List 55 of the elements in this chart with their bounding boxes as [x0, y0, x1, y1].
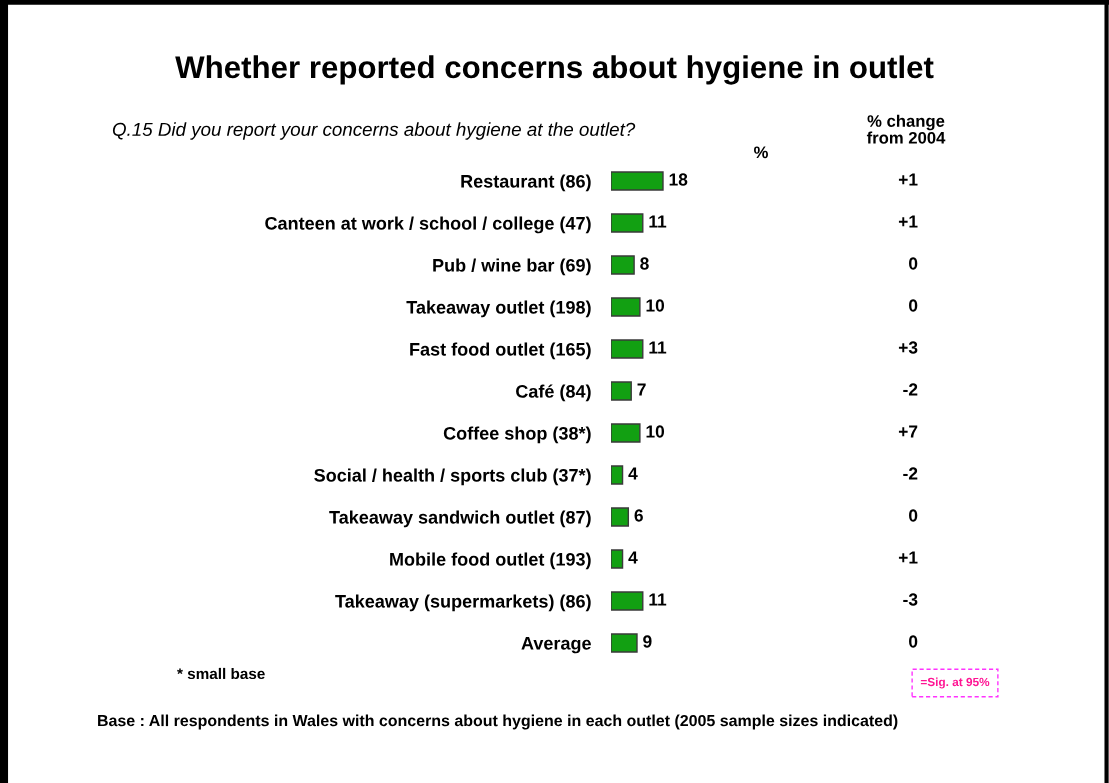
data-label: 18	[669, 173, 688, 186]
y-tick-label: Social / health / sports club (37*)	[314, 468, 591, 486]
y-tick-label: Mobile food outlet (193)	[390, 552, 591, 570]
data-label: +1	[898, 551, 918, 564]
data-label: 8	[640, 257, 649, 270]
data-label: 4	[628, 551, 638, 564]
y-tick-label: Coffee shop (38*)	[443, 426, 591, 444]
y-tick-label: Pub / wine bar (69)	[433, 258, 591, 276]
y-tick-label: Fast food outlet (165)	[410, 342, 591, 360]
data-label: -2	[903, 467, 918, 480]
data-label: 0	[909, 257, 918, 270]
data-label: +1	[898, 215, 918, 228]
x-axis-title: %	[754, 146, 768, 159]
data-label: 0	[909, 509, 918, 522]
data-label: 10	[646, 299, 665, 312]
y-tick-label: Restaurant (86)	[461, 174, 591, 192]
text: =Sig. at 95%	[920, 677, 990, 689]
data-label: 4	[628, 467, 638, 480]
chart-title: Whether reported concerns about hygiene in outlet	[175, 55, 934, 85]
y-tick-label: Average	[521, 637, 591, 654]
bar	[611, 507, 630, 527]
y-tick-label: Takeaway sandwich outlet (87)	[329, 510, 591, 528]
y-tick-label: Canteen at work / school / college (47)	[265, 216, 591, 234]
bar	[611, 297, 641, 317]
data-label: -3	[903, 593, 918, 606]
data-label: 7	[637, 383, 646, 396]
bar	[611, 465, 624, 485]
data-label: 9	[643, 635, 652, 648]
bar	[611, 213, 644, 233]
y-tick-label: Takeaway (supermarkets) (86)	[335, 594, 591, 612]
data-label: +1	[898, 173, 918, 186]
bar	[611, 171, 664, 191]
data-label: +7	[898, 425, 918, 438]
text: % change from 2004	[866, 114, 946, 144]
data-label: 11	[649, 341, 667, 354]
bar	[611, 549, 624, 569]
data-label: -2	[903, 383, 918, 396]
bar	[611, 339, 644, 359]
data-label: +3	[898, 341, 918, 354]
data-label: 11	[649, 593, 667, 606]
data-label: 0	[909, 635, 918, 648]
text: Base : All respondents in Wales with concerns about hygiene in each outlet (2005 sample sizes indicated)	[98, 714, 898, 730]
text: * small base	[177, 667, 265, 680]
data-label: 10	[646, 425, 665, 438]
data-label: 0	[909, 299, 918, 312]
bar	[611, 633, 638, 653]
y-tick-label: Café (84)	[516, 384, 591, 402]
bar	[611, 423, 641, 443]
data-label: 6	[634, 509, 643, 522]
bar	[611, 381, 632, 401]
data-label: 11	[649, 215, 667, 228]
text: Q.15 Did you report your concerns about hygiene at the outlet?	[112, 122, 636, 140]
y-tick-label: Takeaway outlet (198)	[406, 300, 591, 318]
bar	[611, 255, 635, 275]
bar	[611, 591, 644, 611]
